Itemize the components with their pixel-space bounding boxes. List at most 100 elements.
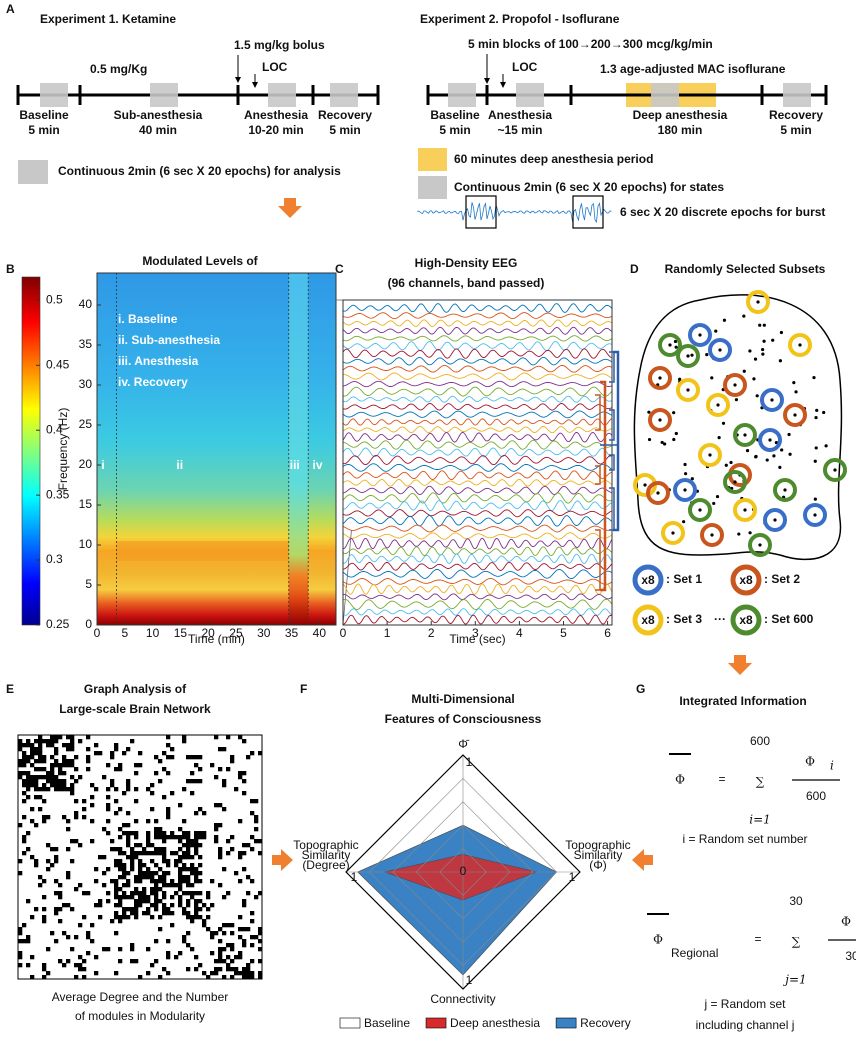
adjacency-cell (198, 907, 203, 912)
adjacency-cell (222, 975, 227, 980)
adjacency-cell (206, 975, 211, 980)
adjacency-cell (194, 899, 199, 904)
adjacency-cell (234, 787, 239, 792)
adjacency-cell (170, 883, 175, 888)
adjacency-cell (54, 911, 59, 916)
eeg-trace (342, 439, 613, 450)
adjacency-cell (30, 755, 35, 760)
adjacency-cell (38, 759, 43, 764)
adjacency-cell (190, 915, 195, 920)
caption: Average Degree and the Number (52, 990, 229, 1004)
adjacency-cell (18, 859, 23, 864)
adjacency-cell (182, 831, 187, 836)
title: High-Density EEG (415, 256, 518, 270)
adjacency-cell (18, 955, 23, 960)
adjacency-cell (154, 847, 159, 852)
adjacency-cell (58, 771, 63, 776)
adjacency-cell (114, 743, 119, 748)
adjacency-cell (182, 739, 187, 744)
adjacency-cell (106, 795, 111, 800)
adjacency-cell (122, 875, 127, 880)
adjacency-cell (30, 783, 35, 788)
subset-ring (723, 373, 747, 397)
electrode (762, 323, 766, 327)
colorbar-tick-label: 0.25 (46, 617, 70, 631)
adjacency-cell (26, 739, 31, 744)
adjacency-cell (170, 755, 175, 760)
adjacency-cell (54, 735, 59, 740)
annotation: 0.5 mg/Kg (90, 62, 147, 76)
adjacency-cell (194, 835, 199, 840)
eeg-trace (343, 561, 613, 571)
adjacency-cell (182, 843, 187, 848)
adjacency-cell (158, 831, 163, 836)
adjacency-cell (258, 927, 263, 932)
adjacency-cell (74, 755, 79, 760)
adjacency-cell (250, 751, 255, 756)
adjacency-cell (26, 787, 31, 792)
arrow-head (252, 82, 258, 88)
analysis-window (448, 83, 476, 107)
adjacency-cell (218, 951, 223, 956)
panel-label: F (300, 682, 307, 696)
adjacency-cell (122, 895, 127, 900)
legend-swatch (339, 1017, 361, 1029)
adjacency-cell (26, 783, 31, 788)
adjacency-cell (218, 767, 223, 772)
adjacency-cell (106, 867, 111, 872)
adjacency-cell (170, 791, 175, 796)
subset-ring (788, 333, 812, 357)
radar-axis-label: Connectivity (430, 992, 495, 1006)
adjacency-cell (50, 767, 55, 772)
electrode (758, 323, 762, 327)
electrode (793, 413, 797, 417)
adjacency-cell (186, 903, 191, 908)
adjacency-cell (90, 939, 95, 944)
adjacency-cell (34, 787, 39, 792)
adjacency-cell (138, 871, 143, 876)
subset-bracket (595, 394, 601, 431)
adjacency-cell (34, 747, 39, 752)
eeg-trace (342, 593, 613, 601)
adjacency-cell (114, 895, 119, 900)
adjacency-cell (218, 959, 223, 964)
adjacency-cell (138, 879, 143, 884)
adjacency-cell (154, 887, 159, 892)
adjacency-cell (150, 807, 155, 812)
adjacency-cell (206, 891, 211, 896)
adjacency-cell (250, 847, 255, 852)
adjacency-cell (98, 915, 103, 920)
adjacency-cell (214, 971, 219, 976)
adjacency-cell (190, 871, 195, 876)
panel-label: C (335, 262, 344, 276)
burst-box (465, 195, 497, 229)
adjacency-cell (58, 919, 63, 924)
adjacency-cell (178, 951, 183, 956)
adjacency-cell (198, 863, 203, 868)
eeg-trace (342, 463, 613, 472)
adjacency-cell (254, 827, 259, 832)
adjacency-cell (126, 831, 131, 836)
note: i = Random set number (682, 832, 807, 846)
adjacency-cell (74, 767, 79, 772)
adjacency-cell (78, 955, 83, 960)
adjacency-cell (82, 807, 87, 812)
adjacency-cell (190, 863, 195, 868)
adjacency-cell (106, 947, 111, 952)
adjacency-cell (30, 747, 35, 752)
adjacency-cell (34, 739, 39, 744)
adjacency-cell (250, 959, 255, 964)
adjacency-cell (186, 779, 191, 784)
adjacency-cell (50, 739, 55, 744)
adjacency-cell (142, 875, 147, 880)
adjacency-cell (134, 903, 139, 908)
adjacency-cell (250, 799, 255, 804)
matrix-frame (17, 734, 263, 980)
adjacency-cell (182, 787, 187, 792)
subset-bracket (613, 350, 620, 532)
subset-bracket (609, 409, 615, 441)
adjacency-cell (162, 891, 167, 896)
colorbar-tick-label: 0.35 (46, 487, 70, 501)
adjacency-cell (238, 955, 243, 960)
eeg-trace (342, 356, 613, 366)
